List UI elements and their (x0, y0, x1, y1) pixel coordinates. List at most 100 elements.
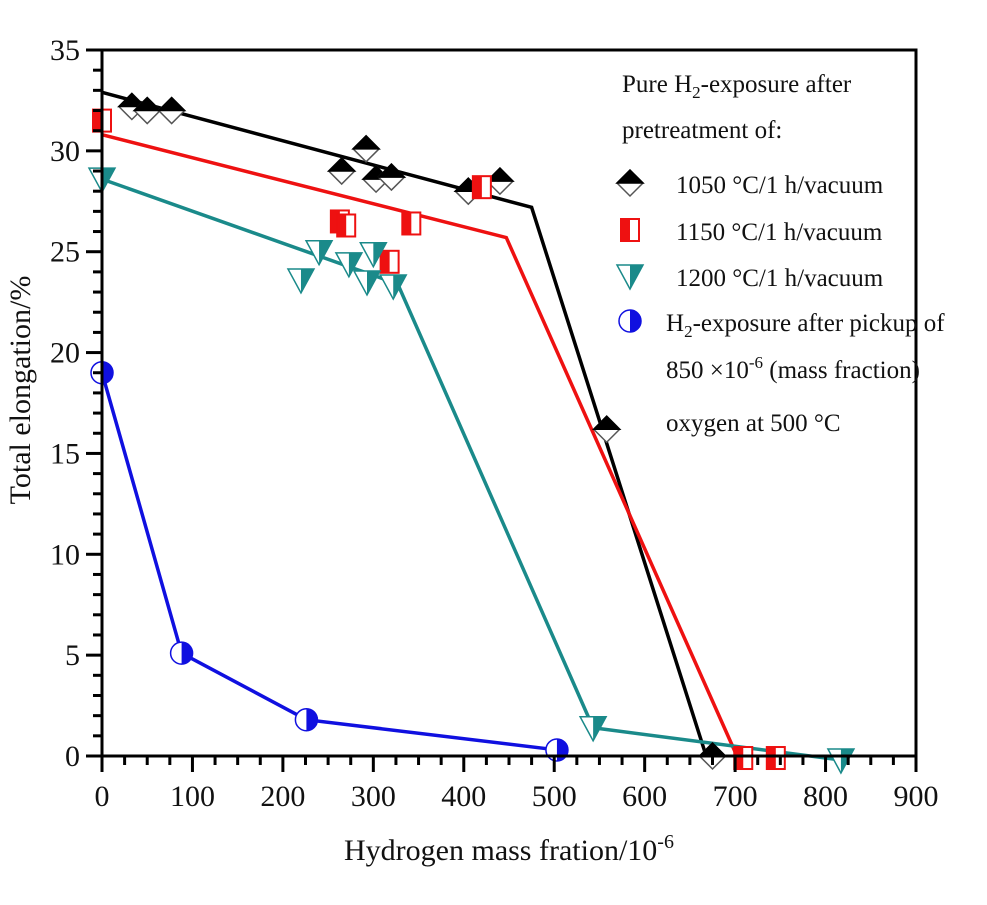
marker-fill (181, 642, 193, 665)
marker-fill (102, 168, 115, 193)
data-point (485, 167, 515, 196)
marker-fill (337, 214, 347, 237)
y-tick-label: 5 (65, 639, 80, 672)
marker-fill (117, 92, 147, 108)
marker-fill (402, 212, 412, 235)
data-point (401, 211, 422, 236)
legend-label-line-2: 850 ×10-6 (mass fraction) (666, 353, 920, 384)
marker-fill (593, 716, 607, 741)
marker-fill (132, 96, 163, 112)
marker-fill (556, 738, 568, 761)
data-point (132, 96, 163, 125)
y-tick-label: 15 (50, 437, 80, 470)
legend-marker (615, 264, 645, 291)
data-point (379, 249, 400, 274)
x-tick-label: 0 (95, 780, 110, 813)
legend-label-line-1: H2-exposure after pickup of (666, 310, 945, 341)
marker-fill (485, 167, 515, 182)
marker-fill (93, 109, 102, 132)
x-tick-label: 100 (170, 780, 215, 813)
marker-fill (766, 747, 776, 770)
y-tick-label: 35 (50, 34, 80, 67)
legend-entry: H2-exposure after pickup of 850 ×10-6 (ma… (618, 309, 945, 437)
data-point (352, 270, 382, 297)
x-tick-label: 700 (713, 780, 758, 813)
marker-fill (351, 134, 381, 150)
x-tick-label: 800 (803, 780, 848, 813)
marker-fill (326, 156, 357, 172)
y-tick-label: 30 (50, 135, 80, 168)
legend-entry: 1200 °C/1 h/vacuum (615, 264, 884, 292)
legend-header-line-2: pretreatment of: (622, 117, 782, 144)
legend-marker (618, 309, 642, 333)
marker-fill (380, 250, 390, 273)
data-point (471, 175, 492, 200)
marker-fill (376, 163, 407, 178)
marker-fill (300, 268, 314, 293)
y-tick-label: 25 (50, 236, 80, 269)
marker-fill (348, 252, 362, 277)
data-point (733, 746, 754, 771)
marker-fill (367, 270, 381, 295)
data-point (156, 96, 187, 125)
marker-fill (102, 361, 114, 384)
marker-fill (630, 310, 641, 332)
plot-frame (100, 48, 918, 758)
marker-fill (393, 275, 407, 300)
marker-fill (734, 747, 744, 770)
x-tick-label: 900 (894, 780, 939, 813)
x-tick-label: 500 (532, 780, 577, 813)
marker-fill (615, 168, 645, 184)
x-tick-label: 400 (441, 780, 486, 813)
data-point (334, 252, 364, 279)
legend-label: 1050 °C/1 h/vacuum (676, 172, 884, 199)
marker-fill (306, 708, 318, 731)
fit-line (100, 372, 558, 752)
fit-line (101, 90, 708, 757)
y-tick-label: 20 (50, 337, 80, 370)
fit-lines (100, 90, 842, 762)
marker-fill (330, 210, 340, 233)
marker-fill (373, 242, 387, 267)
legend-label: 1150 °C/1 h/vacuum (676, 219, 883, 246)
data-point (351, 134, 381, 163)
marker-fill (472, 176, 482, 199)
legend-entry: 1150 °C/1 h/vacuum (620, 218, 883, 246)
legend-marker (615, 168, 645, 198)
data-point (376, 163, 407, 192)
marker-fill (621, 219, 630, 241)
legend-marker (620, 218, 640, 242)
data-point (336, 213, 357, 238)
legend-entry: 1050 °C/1 h/vacuum (615, 168, 884, 199)
fit-line (101, 133, 739, 757)
data-point (304, 239, 334, 267)
legend-header-line-1: Pure H2-exposure after (622, 71, 852, 102)
data-point (765, 746, 786, 771)
data-point (826, 748, 856, 775)
data-point (578, 716, 608, 743)
data-point (545, 738, 569, 762)
x-tick-label: 200 (260, 780, 305, 813)
data-point (378, 274, 408, 301)
marker-fill (156, 96, 187, 112)
data-point (169, 641, 194, 665)
x-axis-title: Hydrogen mass fration/10-6 (344, 831, 674, 867)
legend-label-line-3: oxygen at 500 °C (666, 410, 841, 437)
data-point (591, 415, 622, 444)
data-point (326, 156, 357, 186)
data-point (359, 241, 388, 269)
data-markers (87, 92, 856, 775)
y-tick-label: 0 (65, 740, 80, 773)
x-tick-label: 600 (622, 780, 667, 813)
marker-fill (630, 265, 643, 289)
x-tick-label: 300 (351, 780, 396, 813)
fit-line (101, 177, 842, 762)
legend-label: 1200 °C/1 h/vacuum (676, 265, 884, 292)
y-tick-label: 10 (50, 538, 80, 571)
marker-fill (319, 240, 333, 265)
marker-fill (591, 415, 622, 430)
data-point (286, 268, 316, 295)
data-point (294, 707, 319, 732)
legend: Pure H2-exposure after pretreatment of: 10… (615, 71, 945, 437)
